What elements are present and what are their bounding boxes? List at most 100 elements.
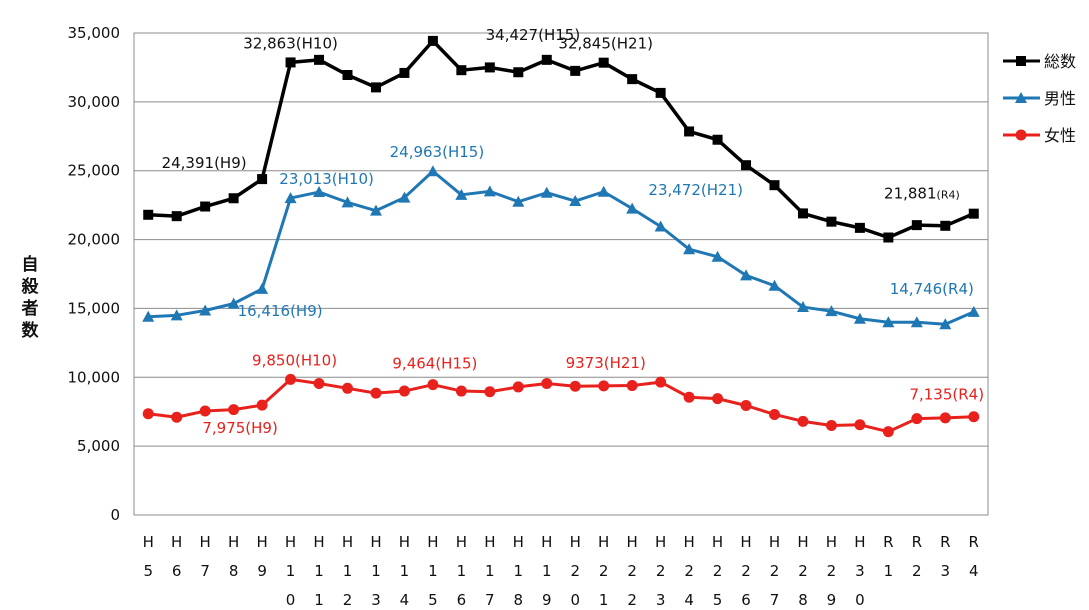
- data-point-series-0: [769, 180, 780, 191]
- data-label: 23,013(H10): [279, 170, 374, 188]
- data-point-series-1: [341, 196, 354, 208]
- y-tick-label: 10,000: [68, 368, 121, 386]
- x-tick-label: 5: [143, 562, 153, 580]
- data-point-series-1: [740, 269, 753, 281]
- data-point-series-0: [171, 211, 182, 222]
- data-point-series-2: [626, 380, 638, 392]
- x-tick-label: 9: [257, 562, 267, 580]
- data-point-series-0: [399, 67, 410, 78]
- x-tick-label: H: [627, 533, 638, 551]
- legend-item: 女性: [1003, 126, 1076, 145]
- x-tick-label: H: [513, 533, 524, 551]
- data-point-series-0: [826, 216, 837, 227]
- data-point-series-1: [825, 305, 838, 317]
- x-tick-label: H: [171, 533, 182, 551]
- x-tick-label: 1: [542, 562, 552, 580]
- x-tick-label: H: [427, 533, 438, 551]
- data-point-series-0: [968, 208, 979, 219]
- x-tick-label: R: [883, 533, 893, 551]
- x-tick-label: 2: [741, 562, 751, 580]
- data-point-series-0: [854, 222, 865, 233]
- x-tick-label: 1: [371, 562, 381, 580]
- data-point-series-1: [313, 186, 326, 198]
- data-point-series-1: [626, 202, 639, 214]
- data-point-series-1: [256, 282, 269, 294]
- data-point-series-0: [484, 62, 495, 73]
- data-point-series-0: [684, 126, 695, 137]
- data-point-series-2: [541, 377, 553, 389]
- data-point-series-0: [342, 70, 353, 81]
- data-point-series-1: [569, 195, 582, 207]
- data-point-series-1: [540, 186, 553, 198]
- legend-marker: [1015, 129, 1027, 141]
- data-point-series-1: [882, 316, 895, 328]
- data-point-series-2: [228, 404, 240, 416]
- x-tick-label: H: [313, 533, 324, 551]
- data-label-suffix: (R4): [937, 189, 960, 202]
- data-point-series-0: [598, 57, 609, 68]
- y-tick-label: 15,000: [68, 299, 121, 317]
- y-tick-label: 30,000: [68, 93, 121, 111]
- data-point-series-1: [967, 305, 980, 317]
- data-point-series-1: [426, 165, 439, 177]
- x-tick-label: 2: [570, 562, 580, 580]
- data-label: 14,746(R4): [890, 280, 974, 298]
- data-point-series-2: [598, 380, 610, 392]
- data-point-series-1: [597, 185, 610, 197]
- data-point-series-0: [427, 35, 438, 46]
- data-point-series-2: [740, 400, 752, 412]
- data-point-series-0: [911, 220, 922, 231]
- y-tick-label: 25,000: [68, 162, 121, 180]
- data-point-series-1: [398, 191, 411, 203]
- x-tick-label: H: [484, 533, 495, 551]
- data-label: 32,845(H21): [558, 35, 653, 53]
- data-point-series-1: [796, 301, 809, 313]
- data-point-series-2: [484, 386, 496, 398]
- data-point-series-0: [228, 193, 239, 204]
- x-tick-label: 0: [570, 591, 580, 609]
- data-label: 9,850(H10): [252, 351, 337, 369]
- x-tick-label: H: [456, 533, 467, 551]
- data-point-series-1: [768, 279, 781, 291]
- legend-label: 男性: [1044, 89, 1076, 108]
- data-point-series-0: [456, 65, 467, 76]
- y-axis-label-char: 自: [22, 254, 39, 275]
- series-line-1: [148, 169, 975, 326]
- data-point-series-0: [143, 209, 154, 220]
- data-point-series-0: [741, 160, 752, 171]
- x-tick-label: 2: [656, 562, 666, 580]
- data-point-series-0: [570, 65, 581, 76]
- x-tick-label: 3: [371, 591, 381, 609]
- data-point-series-0: [285, 57, 296, 68]
- data-point-series-1: [199, 304, 212, 316]
- x-tick-label: H: [285, 533, 296, 551]
- data-label: 21,881(R4): [884, 185, 960, 203]
- x-tick-label: 7: [200, 562, 210, 580]
- x-tick-label: H: [598, 533, 609, 551]
- data-point-series-1: [683, 243, 696, 255]
- data-point-series-0: [513, 67, 524, 78]
- x-tick-label: 6: [741, 591, 751, 609]
- y-axis-label-char: 殺: [21, 276, 40, 297]
- x-tick-label: 2: [713, 562, 723, 580]
- data-label: 9373(H21): [566, 354, 646, 372]
- y-tick-label: 20,000: [68, 231, 121, 249]
- data-point-series-2: [968, 411, 980, 423]
- x-tick-label: 1: [314, 562, 324, 580]
- x-tick-label: 0: [286, 591, 296, 609]
- x-tick-label: H: [740, 533, 751, 551]
- data-point-series-1: [455, 188, 468, 200]
- x-tick-label: 5: [713, 591, 723, 609]
- x-tick-label: H: [683, 533, 694, 551]
- x-tick-label: 8: [229, 562, 239, 580]
- x-tick-label: H: [541, 533, 552, 551]
- x-tick-label: H: [342, 533, 353, 551]
- data-point-series-2: [797, 415, 809, 427]
- x-tick-label: 1: [314, 591, 324, 609]
- series-line-0: [148, 39, 975, 240]
- data-point-series-0: [257, 174, 268, 185]
- data-point-series-0: [940, 220, 951, 231]
- x-tick-label: H: [143, 533, 154, 551]
- x-tick-label: 4: [684, 591, 694, 609]
- y-tick-label: 0: [110, 506, 120, 524]
